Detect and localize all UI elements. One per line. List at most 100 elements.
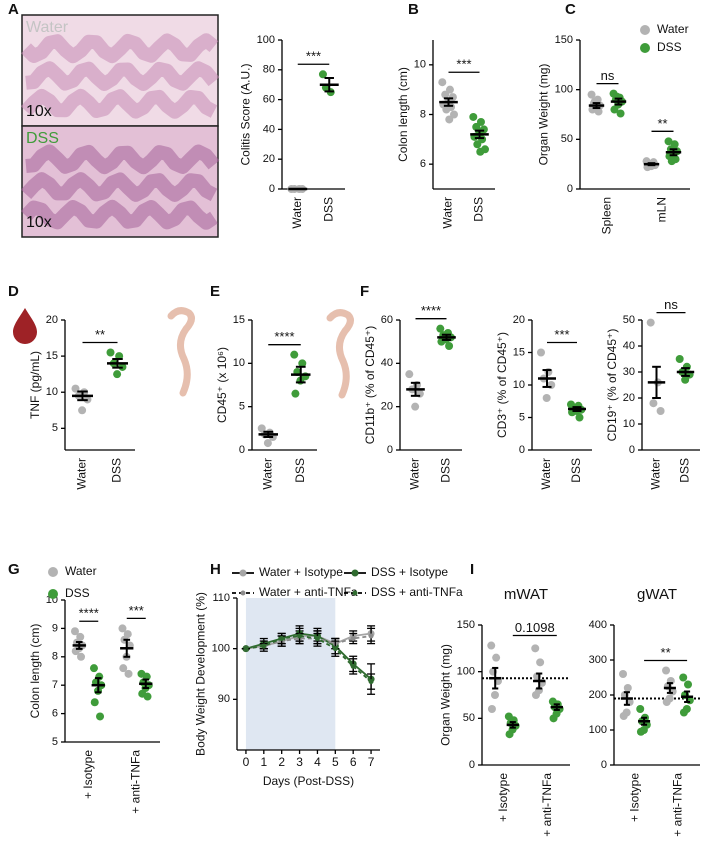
data-point <box>261 643 267 649</box>
colon-icon <box>167 307 195 397</box>
y-tick-label: 400 <box>589 619 607 631</box>
panel-letter: G <box>8 561 20 578</box>
x-tick-label: 1 <box>260 755 267 769</box>
shaded-region <box>245 598 336 750</box>
data-point <box>636 727 645 736</box>
x-tick-label: DSS <box>110 458 124 483</box>
x-tick-label: Spleen <box>600 197 614 234</box>
data-point <box>646 318 655 327</box>
x-tick-label: + anti-TNFa <box>540 773 554 837</box>
y-tick-label: 40 <box>263 123 275 135</box>
data-point <box>505 730 514 739</box>
legend-marker <box>48 567 58 577</box>
legend-label: DSS + anti-TNFa <box>371 585 463 599</box>
x-tick-label: DSS <box>569 458 583 483</box>
data-point <box>441 90 450 99</box>
data-point <box>679 708 688 717</box>
image-label: DSS <box>26 130 59 147</box>
y-tick-label: 5 <box>52 422 58 434</box>
data-point <box>490 691 499 699</box>
y-axis-label: Colon length (cm) <box>396 67 410 162</box>
significance-label: **** <box>79 606 99 621</box>
data-point <box>476 147 485 156</box>
data-point <box>675 355 684 363</box>
panel-letter: A <box>8 1 19 18</box>
y-tick-label: 150 <box>555 34 573 46</box>
y-tick-label: 60 <box>263 94 275 106</box>
data-point <box>297 633 303 639</box>
tissue-texture <box>25 144 220 175</box>
significance-label: *** <box>456 57 471 72</box>
tissue-texture <box>20 88 218 119</box>
data-point <box>664 137 673 146</box>
legend-marker <box>640 43 650 53</box>
x-tick-label: + anti-TNFa <box>128 750 142 814</box>
data-point <box>77 652 86 661</box>
significance-label: ns <box>664 297 678 312</box>
panel-letter: F <box>360 283 369 300</box>
data-point <box>350 636 356 642</box>
legend-label: DSS + Isotype <box>371 565 448 579</box>
data-point <box>531 644 540 653</box>
y-tick-label: 15 <box>513 346 525 358</box>
data-point <box>667 157 676 166</box>
y-tick-label: 8 <box>52 651 58 663</box>
data-point <box>623 684 632 692</box>
y-tick-label: 5 <box>239 401 245 413</box>
y-axis-label: Colon length (cm) <box>28 624 42 719</box>
y-axis-label: Body Weight Development (%) <box>194 592 208 756</box>
x-tick-label: 0 <box>243 755 250 769</box>
x-tick-label: + Isotype <box>628 773 642 822</box>
data-point <box>587 90 596 99</box>
y-tick-label: 50 <box>463 712 475 724</box>
data-point <box>70 627 79 636</box>
data-point <box>124 669 133 678</box>
panel-letter: C <box>565 1 576 18</box>
y-axis-label: Colitis Score (A.U.) <box>239 63 253 165</box>
y-axis-label: CD11b⁺ (% of CD45⁺) <box>363 326 377 444</box>
significance-label: ** <box>657 116 667 131</box>
y-tick-label: 7 <box>52 679 58 691</box>
significance-label: *** <box>129 603 144 618</box>
data-point <box>662 698 671 706</box>
y-tick-label: 0 <box>387 444 393 456</box>
panel-letter: E <box>210 283 220 300</box>
data-point <box>405 370 414 379</box>
data-point <box>89 664 98 673</box>
data-point <box>487 705 496 713</box>
data-point <box>549 714 558 723</box>
y-tick-label: 0 <box>519 444 525 456</box>
x-tick-label: DSS <box>293 458 307 483</box>
data-point <box>90 698 99 707</box>
y-tick-label: 8 <box>420 108 426 120</box>
data-point <box>662 666 671 675</box>
tissue-texture <box>21 33 219 64</box>
data-point <box>113 370 122 379</box>
significance-label: 0.1098 <box>515 620 555 635</box>
x-tick-label: DSS <box>678 458 692 483</box>
data-point <box>450 110 459 119</box>
panel-letter: I <box>470 561 474 578</box>
data-point <box>537 348 545 357</box>
data-point <box>656 407 665 415</box>
data-point <box>445 115 454 124</box>
x-tick-label: mLN <box>655 197 669 222</box>
tissue-texture <box>25 61 220 91</box>
x-tick-label: Water <box>408 458 422 490</box>
data-point <box>436 324 445 333</box>
data-point <box>437 337 446 346</box>
y-tick-label: 5 <box>519 411 525 423</box>
y-tick-label: 0 <box>269 183 275 195</box>
significance-label: **** <box>274 329 294 344</box>
data-point <box>368 633 374 639</box>
y-tick-label: 15 <box>233 314 245 326</box>
data-point <box>263 439 272 448</box>
y-tick-label: 40 <box>623 340 635 352</box>
x-tick-label: DSS <box>439 458 453 483</box>
data-point <box>314 636 320 642</box>
y-tick-label: 20 <box>263 153 275 165</box>
tissue-texture <box>20 172 218 202</box>
y-tick-label: 40 <box>381 357 393 369</box>
legend-label: Water + Isotype <box>259 565 343 579</box>
significance-label: *** <box>554 327 569 342</box>
